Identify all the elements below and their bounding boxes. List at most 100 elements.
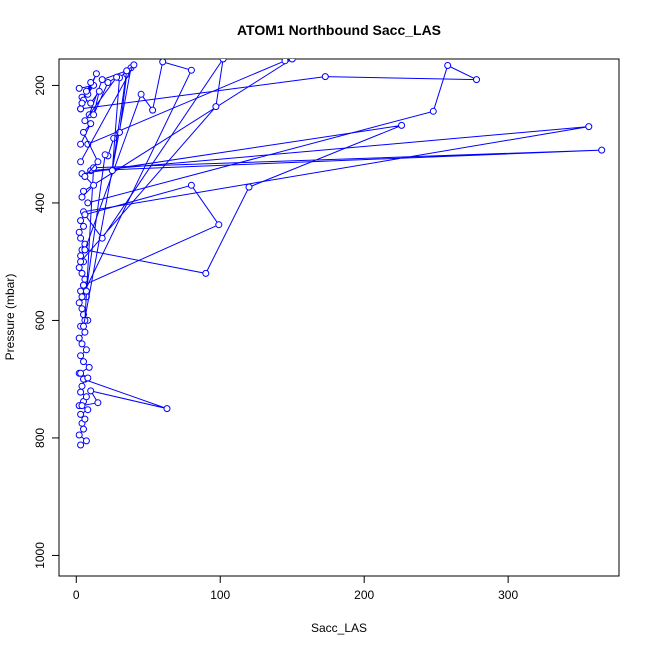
data-point	[123, 67, 131, 75]
data-point	[78, 193, 86, 201]
data-point	[81, 117, 89, 125]
data-point	[90, 111, 98, 119]
data-point	[84, 406, 92, 414]
data-point	[78, 293, 86, 301]
data-point	[215, 221, 223, 229]
data-point	[77, 105, 85, 113]
x-axis: 0 100 200 300	[73, 575, 518, 602]
data-point	[104, 79, 112, 86]
data-point	[94, 399, 102, 407]
data-point	[92, 70, 100, 78]
data-point	[473, 76, 480, 84]
data-point	[85, 363, 93, 371]
data-point	[75, 334, 83, 342]
x-tick-label: 300	[498, 588, 518, 602]
y-axis: 200 400 600 800 1000	[33, 75, 60, 569]
data-point	[78, 269, 86, 277]
series-line-8	[80, 59, 224, 263]
data-point	[77, 441, 85, 449]
y-tick-label: 800	[33, 428, 47, 448]
data-point	[245, 183, 253, 191]
plot-area	[75, 59, 606, 449]
data-point	[159, 59, 167, 66]
data-point	[77, 158, 85, 166]
data-point	[77, 217, 85, 225]
data-point	[212, 103, 220, 111]
series-line-4	[83, 126, 602, 321]
data-point	[77, 410, 85, 418]
data-point	[77, 287, 85, 295]
data-point	[94, 158, 102, 166]
data-point	[75, 228, 83, 236]
y-tick-label: 400	[33, 193, 47, 213]
data-point	[75, 431, 83, 439]
data-point	[81, 415, 89, 423]
series-line-9	[81, 61, 193, 298]
data-point	[87, 387, 95, 395]
data-point	[77, 369, 85, 377]
data-point	[598, 146, 606, 154]
data-point	[80, 281, 87, 289]
data-point	[80, 425, 87, 433]
data-point	[82, 393, 90, 401]
data-point	[77, 258, 85, 266]
data-point	[82, 287, 90, 295]
series-line-6	[80, 64, 477, 204]
data-point	[90, 181, 98, 189]
data-point	[202, 269, 210, 277]
data-point	[101, 151, 109, 159]
data-point	[80, 128, 87, 136]
data-point	[84, 374, 92, 382]
data-point	[90, 164, 98, 172]
data-point	[149, 106, 157, 114]
data-point	[321, 73, 329, 81]
data-point	[77, 234, 85, 242]
data-point	[281, 59, 289, 65]
data-point	[75, 84, 83, 92]
data-point	[77, 140, 85, 148]
data-point	[81, 211, 89, 219]
x-axis-label: Sacc_LAS	[311, 621, 367, 635]
data-point	[78, 402, 86, 410]
series-line-7	[83, 59, 293, 192]
data-point	[429, 107, 437, 115]
data-point	[81, 328, 89, 336]
data-point	[187, 181, 195, 189]
data-point	[130, 61, 138, 69]
x-tick-label: 200	[354, 588, 374, 602]
data-point	[77, 388, 85, 396]
data-point	[87, 99, 95, 107]
data-point	[187, 66, 195, 74]
data-point	[80, 222, 87, 230]
data-point	[87, 79, 95, 86]
y-tick-label: 1000	[33, 542, 47, 569]
data-point	[82, 87, 90, 95]
y-axis-label: Pressure (mbar)	[3, 274, 17, 361]
data-point	[80, 322, 87, 330]
data-point	[84, 199, 92, 207]
data-point	[113, 73, 121, 81]
data-point	[108, 167, 116, 175]
data-point	[81, 246, 89, 254]
x-tick-label: 0	[73, 588, 80, 602]
data-point	[81, 173, 89, 180]
data-point	[75, 264, 83, 272]
data-point	[110, 134, 118, 142]
data-point	[78, 340, 86, 348]
data-point	[78, 382, 86, 390]
data-point	[163, 405, 171, 413]
data-point	[137, 90, 145, 98]
y-tick-label: 200	[33, 75, 47, 95]
chart-title: ATOM1 Northbound Sacc_LAS	[237, 22, 441, 38]
data-point	[87, 120, 95, 128]
data-point	[77, 252, 85, 260]
data-point	[75, 299, 83, 307]
data-point	[398, 121, 406, 129]
x-tick-label: 100	[210, 588, 230, 602]
data-point	[585, 123, 593, 131]
data-point	[78, 99, 86, 107]
data-point	[77, 352, 85, 360]
data-point	[82, 437, 90, 445]
data-point	[444, 62, 452, 69]
